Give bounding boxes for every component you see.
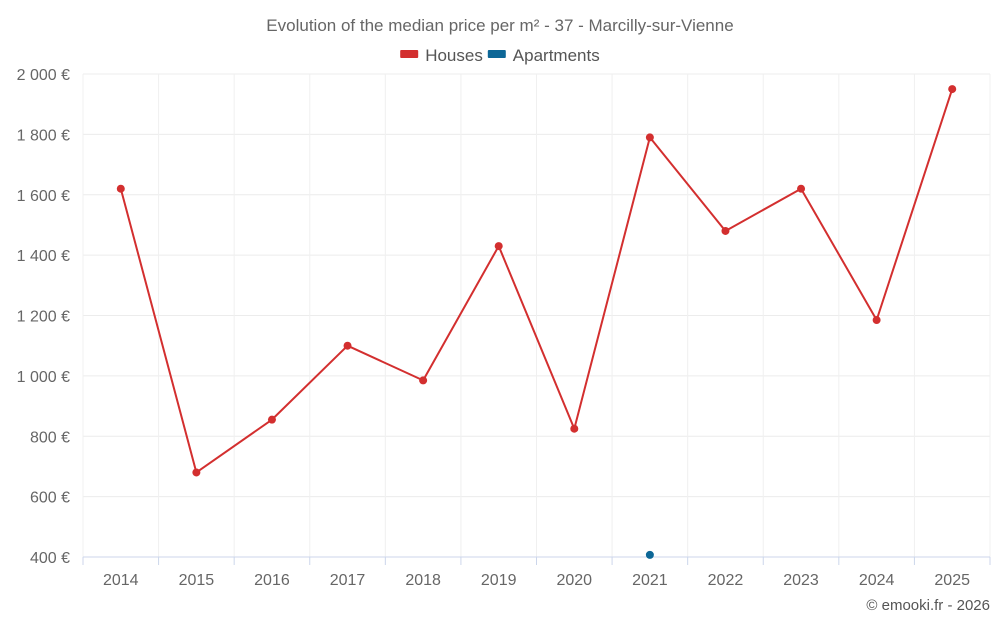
data-point-houses[interactable] xyxy=(570,424,579,433)
x-tick-label: 2021 xyxy=(632,572,668,589)
x-tick-label: 2022 xyxy=(708,572,744,589)
legend-label: Apartments xyxy=(513,46,600,65)
credit-text: © emooki.fr - 2026 xyxy=(866,597,990,614)
data-point-houses[interactable] xyxy=(419,376,428,385)
data-point-houses[interactable] xyxy=(192,468,201,477)
grid xyxy=(82,73,991,557)
data-point-houses[interactable] xyxy=(948,85,957,94)
legend-item-apartments[interactable]: Apartments xyxy=(487,46,600,65)
y-tick-label: 800 € xyxy=(30,429,70,446)
y-tick-label: 2 000 € xyxy=(17,67,70,84)
data-point-houses[interactable] xyxy=(645,133,654,142)
data-point-houses[interactable] xyxy=(797,184,806,193)
x-tick-label: 2025 xyxy=(934,572,970,589)
y-tick-label: 1 800 € xyxy=(17,127,70,144)
legend-swatch xyxy=(487,50,506,58)
y-tick-label: 400 € xyxy=(30,550,70,567)
data-point-houses[interactable] xyxy=(721,226,730,235)
chart-title: Evolution of the median price per m² - 3… xyxy=(266,16,733,35)
y-tick-label: 1 600 € xyxy=(17,188,70,205)
legend: Houses Apartments xyxy=(400,46,600,65)
y-tick-label: 600 € xyxy=(30,490,70,507)
legend-swatch xyxy=(400,50,419,58)
x-tick-label: 2018 xyxy=(405,572,441,589)
series-layer xyxy=(116,85,957,559)
data-point-houses[interactable] xyxy=(343,341,352,350)
data-point-houses[interactable] xyxy=(116,184,125,193)
data-point-houses[interactable] xyxy=(494,242,503,251)
y-axis: 400 € 600 € 800 € 1 000 € 1 200 € 1 400 € 1 60… xyxy=(17,67,70,567)
data-point-houses[interactable] xyxy=(267,415,276,424)
y-tick-label: 1 000 € xyxy=(17,369,70,386)
data-point-houses[interactable] xyxy=(872,316,881,325)
x-tick-label: 2017 xyxy=(330,572,366,589)
series-line-houses xyxy=(119,88,954,474)
legend-label: Houses xyxy=(425,46,483,65)
legend-item-houses[interactable]: Houses xyxy=(400,46,483,65)
x-tick-label: 2016 xyxy=(254,572,290,589)
x-tick-label: 2020 xyxy=(556,572,592,589)
x-tick-label: 2015 xyxy=(179,572,215,589)
data-point-apartments[interactable] xyxy=(645,550,654,559)
x-axis: 2014 2015 2016 2017 2018 2019 2020 2021 2022 2023… xyxy=(82,556,991,589)
x-tick-label: 2014 xyxy=(103,572,139,589)
x-tick-label: 2024 xyxy=(859,572,895,589)
y-tick-label: 1 200 € xyxy=(17,309,70,326)
x-tick-label: 2023 xyxy=(783,572,819,589)
x-tick-label: 2019 xyxy=(481,572,517,589)
y-tick-label: 1 400 € xyxy=(17,248,70,265)
